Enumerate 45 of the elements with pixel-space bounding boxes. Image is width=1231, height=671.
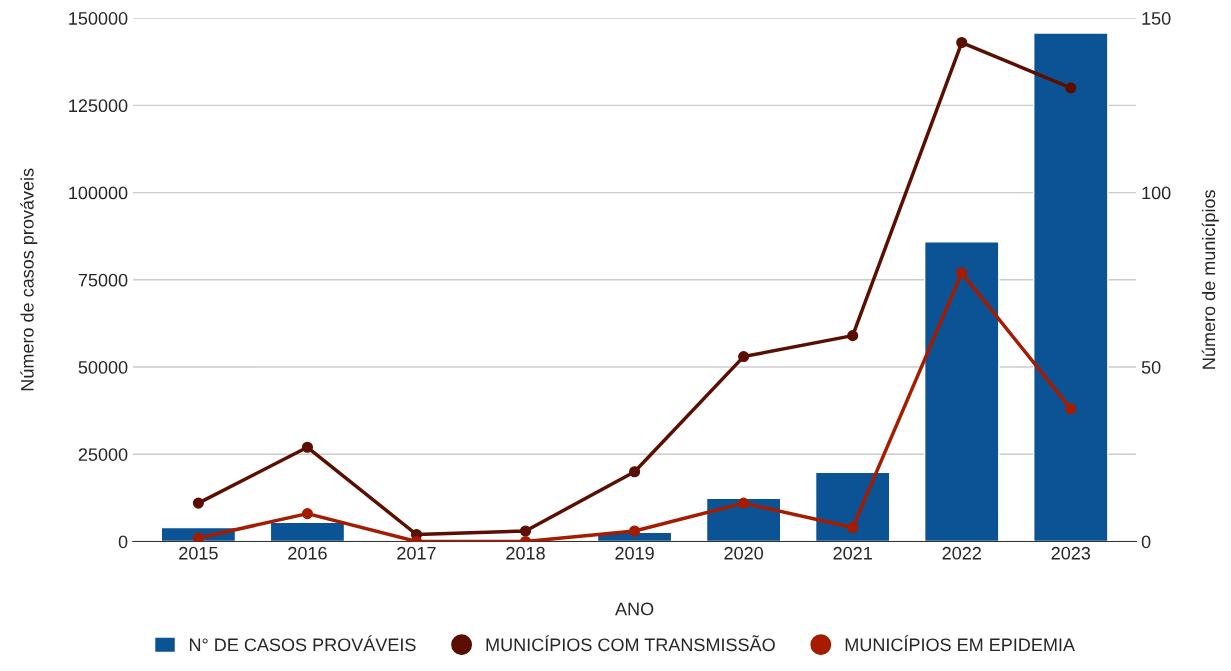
point: [956, 267, 968, 279]
point: [738, 497, 750, 509]
point: [847, 521, 859, 534]
point: [1065, 82, 1077, 94]
y-tick-label: 0: [118, 535, 128, 549]
y-axis-title: Número de casos prováveis: [20, 168, 38, 391]
point: [956, 36, 968, 49]
x-axis-title: ANO: [615, 602, 654, 616]
point: [847, 330, 859, 342]
legend-label: MUNICÍPIOS COM TRANSMISSÃO: [486, 635, 775, 652]
y-tick-label: 150000: [69, 12, 128, 25]
bar: [814, 471, 891, 542]
bar: [923, 241, 1000, 542]
x-tick-label: 2018: [506, 546, 545, 560]
y2-tick-label: 50: [1141, 360, 1161, 374]
point: [192, 532, 204, 542]
point: [519, 525, 532, 537]
x-tick-label: 2016: [288, 546, 327, 560]
legend-label: MUNICÍPIOS EM EPIDEMIA: [845, 635, 1075, 652]
point: [192, 497, 204, 509]
x-tick-label: 2020: [724, 546, 764, 560]
y-tick-label: 100000: [69, 186, 128, 200]
y-tick-label: 75000: [78, 273, 128, 287]
point: [629, 466, 641, 478]
x-tick-label: 2017: [397, 546, 436, 560]
point: [301, 441, 313, 453]
y2-tick-label: 0: [1141, 535, 1151, 549]
legend-label: N° DE CASOS PROVÁVEIS: [189, 635, 416, 652]
point: [301, 508, 313, 520]
point: [629, 525, 641, 537]
bar: [1033, 32, 1109, 542]
y-tick-label: 50000: [78, 360, 128, 374]
y-tick-label: 25000: [78, 448, 128, 461]
x-tick-label: 2023: [1051, 546, 1091, 560]
x-tick-label: 2022: [942, 546, 981, 560]
x-tick-label: 2015: [179, 546, 218, 560]
point: [1065, 403, 1077, 415]
x-tick-label: 2019: [615, 546, 654, 560]
y2-tick-label: 150: [1142, 12, 1171, 25]
y-tick-label: 125000: [69, 99, 128, 113]
y2-axis-title: Número de municípios: [1201, 190, 1219, 369]
y2-tick-label: 100: [1142, 186, 1171, 200]
point: [738, 351, 750, 363]
x-tick-label: 2021: [833, 546, 872, 560]
bar: [269, 521, 346, 542]
